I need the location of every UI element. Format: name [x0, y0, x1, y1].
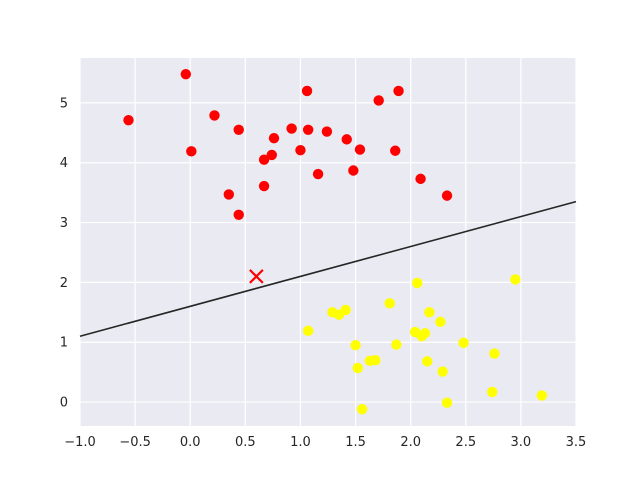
data-point [223, 189, 234, 200]
data-point [186, 146, 197, 157]
data-point [340, 304, 351, 316]
x-tick-label: −0.5 [119, 435, 151, 450]
data-point [180, 68, 192, 80]
data-point [354, 144, 366, 155]
x-tick-label: 3.5 [566, 435, 587, 450]
grid-lines [79, 58, 577, 426]
data-point [268, 132, 280, 144]
y-axis-ticks: 0 1 2 3 4 5 [60, 96, 68, 410]
data-point [233, 209, 244, 220]
x-tick-label: 2.0 [400, 435, 421, 450]
y-tick-label: 3 [60, 216, 68, 231]
data-point [341, 134, 352, 145]
x-tick-label: 0.0 [180, 435, 201, 450]
data-point [384, 298, 395, 309]
data-point [373, 95, 384, 106]
y-tick-label: 5 [60, 96, 68, 111]
data-point [419, 328, 431, 339]
x-tick-label: 1.5 [345, 435, 366, 450]
data-point [233, 124, 244, 136]
data-point [422, 356, 433, 367]
data-point [301, 85, 313, 97]
data-point [352, 362, 363, 374]
data-point [441, 397, 453, 408]
new-point-marker [249, 269, 264, 284]
data-point [123, 115, 134, 126]
plot-area [80, 58, 576, 426]
data-point [415, 173, 426, 185]
data-point [510, 274, 521, 285]
data-point [348, 165, 359, 176]
data-point [302, 325, 314, 337]
data-point [435, 316, 446, 328]
data-point [370, 354, 381, 366]
x-marker-stroke [249, 269, 264, 284]
y-tick-label: 4 [60, 156, 68, 171]
data-point [489, 348, 500, 359]
data-point [321, 126, 333, 137]
data-point [286, 123, 297, 134]
x-tick-label: 0.5 [235, 435, 256, 450]
data-points [123, 68, 548, 415]
data-point [356, 404, 368, 415]
data-point [295, 144, 306, 156]
y-tick-label: 0 [60, 396, 68, 411]
data-point [390, 145, 401, 156]
x-tick-label: −1.0 [64, 435, 96, 450]
decision-line [79, 200, 577, 338]
data-point [424, 307, 435, 318]
data-point [536, 390, 548, 401]
data-point [312, 168, 324, 180]
data-point [209, 110, 220, 121]
data-point [258, 154, 270, 165]
x-axis-ticks: −1.0 −0.5 0.0 0.5 1.0 1.5 2.0 2.5 3.0 3.5 [64, 435, 586, 450]
y-tick-label: 1 [60, 336, 68, 351]
x-tick-label: 2.5 [455, 435, 476, 450]
data-point [458, 337, 469, 349]
separator-line [79, 200, 577, 338]
data-point [487, 386, 498, 398]
x-tick-label: 1.0 [290, 435, 311, 450]
x-tick-label: 3.0 [511, 435, 532, 450]
y-tick-label: 2 [60, 276, 68, 291]
data-point [412, 277, 423, 289]
data-point [350, 340, 361, 351]
data-point [437, 366, 448, 377]
data-point [266, 149, 277, 161]
data-point [391, 339, 402, 350]
data-point [258, 180, 270, 192]
data-point [393, 85, 404, 97]
data-point [302, 124, 314, 136]
data-point [441, 190, 453, 201]
